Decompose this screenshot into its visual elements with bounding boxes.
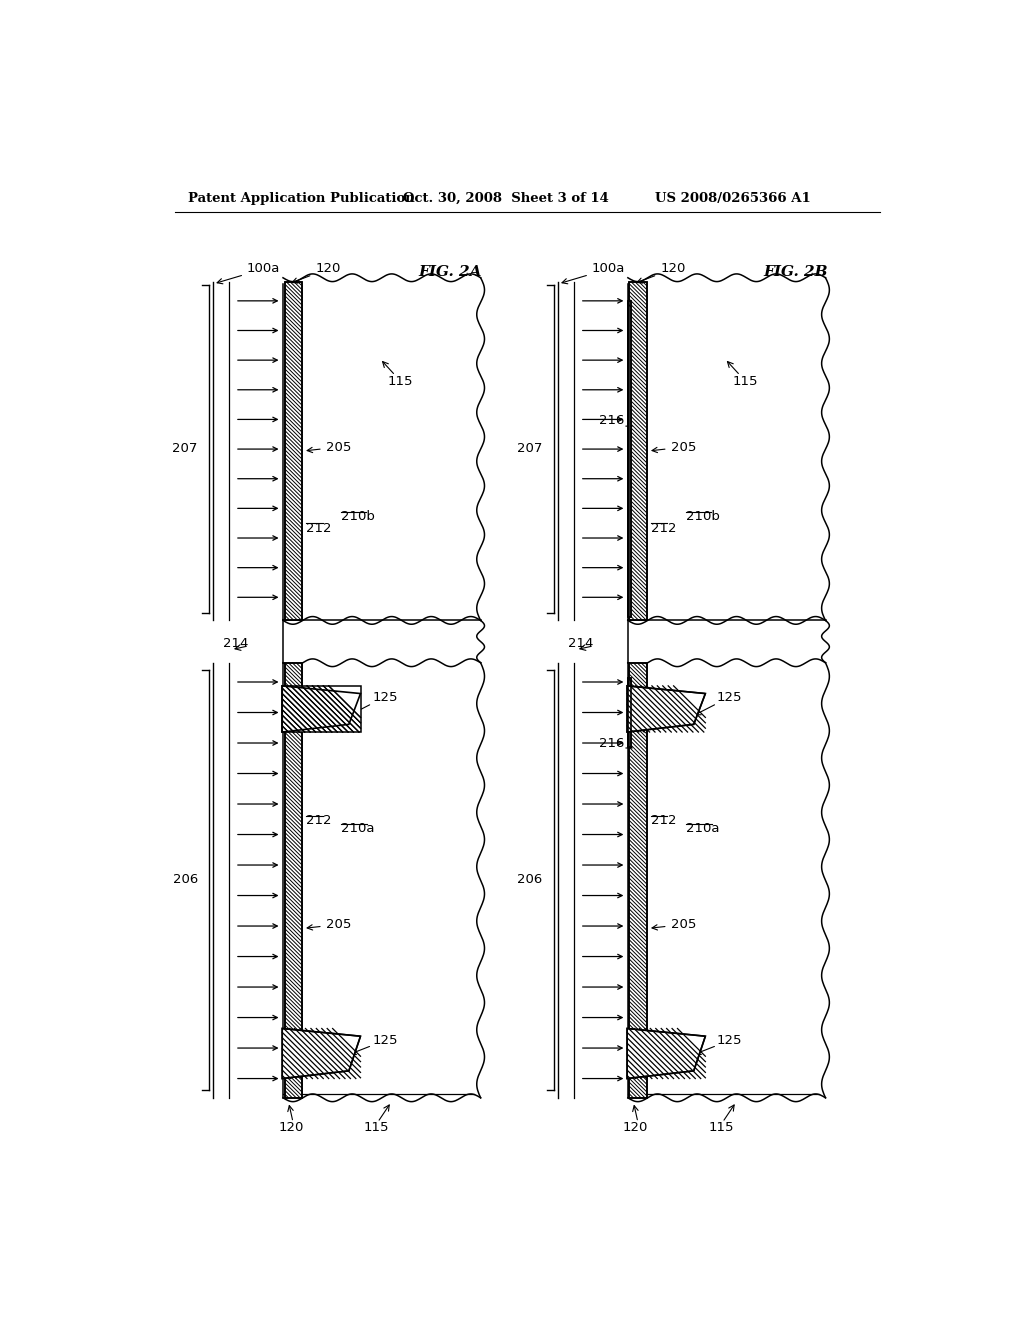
Bar [628,301,631,616]
Text: 205: 205 [307,917,351,931]
Bar [283,663,480,1098]
Text: 115: 115 [388,375,413,388]
Text: 212: 212 [651,521,677,535]
Text: 115: 115 [732,375,758,388]
Text: 120: 120 [623,1121,648,1134]
Text: 212: 212 [306,814,332,828]
Polygon shape [627,686,706,733]
Text: US 2008/0265366 A1: US 2008/0265366 A1 [655,191,811,205]
Polygon shape [283,1028,360,1078]
Text: 210b: 210b [341,510,375,523]
Bar [628,678,631,747]
Bar [630,282,647,620]
Bar [628,663,825,1098]
Text: 125: 125 [372,690,397,704]
Bar [285,282,302,620]
Text: 125: 125 [372,1034,397,1047]
Text: 115: 115 [709,1121,733,1134]
Bar [285,282,302,620]
Bar [630,282,647,620]
Bar [285,663,302,1098]
Bar [283,277,480,620]
Text: 100a: 100a [562,263,626,284]
Polygon shape [283,686,360,733]
Text: 115: 115 [364,1121,389,1134]
Bar [630,663,647,1098]
Text: 206: 206 [172,874,198,887]
Bar [283,686,360,733]
Bar [285,663,302,1098]
Bar [630,663,647,1098]
Text: 205: 205 [652,917,696,931]
Text: 207: 207 [517,442,543,455]
Text: 212: 212 [651,814,677,828]
Text: 210a: 210a [686,822,720,834]
Bar [628,301,631,616]
Text: 120: 120 [279,1121,303,1134]
Text: 206: 206 [517,874,543,887]
Bar [628,277,825,620]
Text: 216: 216 [599,413,624,426]
Text: 205: 205 [307,441,351,454]
Text: 125: 125 [717,690,742,704]
Text: 210b: 210b [686,510,720,523]
Bar [283,620,480,663]
Text: FIG. 2A: FIG. 2A [419,265,482,280]
Text: FIG. 2B: FIG. 2B [764,265,828,280]
Bar [628,620,825,663]
Text: 125: 125 [717,1034,742,1047]
Text: 120: 120 [637,263,685,282]
Text: 100a: 100a [217,263,281,284]
Text: 214: 214 [567,638,593,649]
Text: 214: 214 [223,638,248,649]
Text: 207: 207 [172,442,198,455]
Text: 216: 216 [599,737,624,750]
Text: 120: 120 [292,263,341,282]
Text: 210a: 210a [341,822,375,834]
Text: 212: 212 [306,521,332,535]
Polygon shape [627,1028,706,1078]
Text: 205: 205 [652,441,696,454]
Text: Patent Application Publication: Patent Application Publication [188,191,415,205]
Text: Oct. 30, 2008  Sheet 3 of 14: Oct. 30, 2008 Sheet 3 of 14 [403,191,609,205]
Bar [628,678,631,747]
